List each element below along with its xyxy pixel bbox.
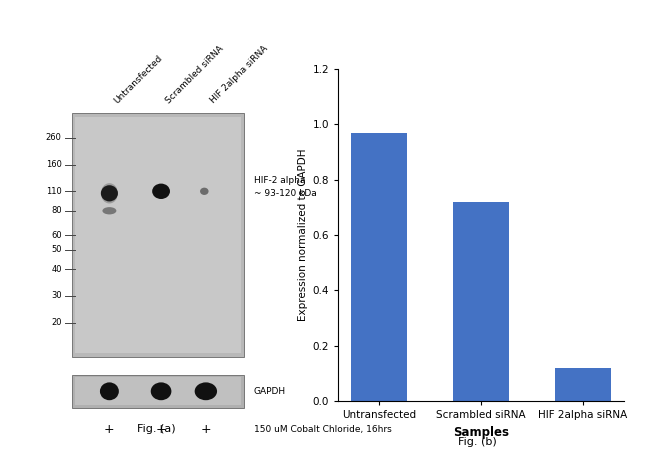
X-axis label: Samples: Samples [453,426,509,439]
Ellipse shape [200,188,209,195]
Text: 60: 60 [51,230,62,240]
Text: HIF-2 alpha
~ 93-120 kDa: HIF-2 alpha ~ 93-120 kDa [254,177,317,198]
Ellipse shape [103,207,116,214]
Text: 150 uM Cobalt Chloride, 16hrs: 150 uM Cobalt Chloride, 16hrs [254,426,391,434]
Text: HIF 2alpha siRNA: HIF 2alpha siRNA [209,44,270,105]
Text: +: + [104,423,114,436]
Ellipse shape [101,183,118,203]
Bar [72,113,244,357]
Text: 160: 160 [46,160,62,169]
Text: Scrambled siRNA: Scrambled siRNA [164,44,226,105]
Bar [72,375,244,408]
Ellipse shape [100,382,119,400]
Bar [453,202,509,401]
Text: 260: 260 [46,133,62,142]
Ellipse shape [151,382,172,400]
Y-axis label: Expression normalized to GAPDH: Expression normalized to GAPDH [298,149,308,321]
Text: GAPDH: GAPDH [254,387,285,396]
Text: 40: 40 [51,265,62,274]
Text: Untransfected: Untransfected [112,53,164,105]
Text: 20: 20 [51,318,62,327]
Text: 50: 50 [51,245,62,254]
Bar [351,133,407,401]
Text: +: + [156,423,166,436]
Bar [555,368,611,401]
Text: 80: 80 [51,206,62,215]
Bar [75,118,240,353]
Ellipse shape [194,382,217,400]
Text: Fig. (b): Fig. (b) [458,437,497,447]
Text: 110: 110 [46,187,62,196]
Bar [75,377,240,406]
Text: Fig. (a): Fig. (a) [136,424,176,434]
Text: 30: 30 [51,291,62,301]
Ellipse shape [152,183,170,199]
Ellipse shape [101,185,118,201]
Text: +: + [201,423,211,436]
